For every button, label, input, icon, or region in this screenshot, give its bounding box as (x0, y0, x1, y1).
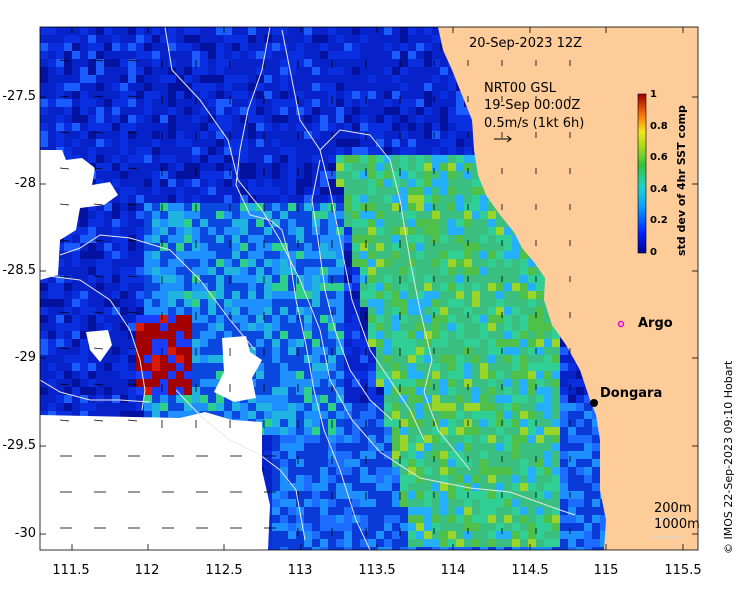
credit-text: © IMOS 22-Sep-2023 09:10 Hobart (722, 360, 735, 554)
x-tick-label: 112 (134, 563, 160, 578)
no-data-areas (40, 150, 270, 550)
place-label-argo: Argo (638, 316, 673, 331)
colorbar-tick: 0.6 (650, 152, 668, 163)
y-tick-label: -28 (14, 176, 36, 191)
dongara-marker (590, 399, 598, 407)
place-label-dongara: Dongara (600, 386, 663, 401)
x-tick-label: 114.5 (511, 563, 549, 578)
x-tick-label: 113 (287, 563, 313, 578)
y-tick-label: -27.5 (2, 89, 36, 104)
argo-marker (617, 320, 625, 328)
colorbar-tick: 0 (650, 247, 657, 258)
x-tick-label: 112.5 (205, 563, 243, 578)
colorbar (637, 93, 647, 254)
x-tick-label: 114 (440, 563, 466, 578)
colorbar-label: std dev of 4hr SST comp (675, 105, 688, 256)
colorbar-tick: 1 (650, 89, 657, 100)
axis-ticks (40, 27, 698, 550)
current-vectors (59, 59, 571, 536)
legend-1000m-label: 1000m (654, 517, 700, 532)
colorbar-tick: 0.4 (650, 184, 668, 195)
x-tick-label: 111.5 (52, 563, 90, 578)
depth-contours (40, 27, 576, 550)
y-tick-label: -28.5 (2, 263, 36, 278)
y-tick-label: -29.5 (2, 438, 36, 453)
vector-scale-arrow (494, 135, 512, 143)
colorbar-tick: 0.2 (650, 215, 668, 226)
vector-scale-label: 0.5m/s (1kt 6h) (484, 116, 585, 131)
y-tick-label: -29 (14, 350, 36, 365)
land-australia (438, 27, 698, 550)
legend-200m-label: 200m (654, 501, 692, 516)
plot-frame (39, 26, 699, 551)
colorbar-tick: 0.8 (650, 121, 668, 132)
y-tick-label: -30 (14, 526, 36, 541)
x-tick-label: 113.5 (358, 563, 396, 578)
x-tick-label: 115 (593, 563, 619, 578)
map-timestamp: 20-Sep-2023 12Z (469, 36, 583, 51)
current-source: NRT00 GSL (484, 81, 556, 96)
x-tick-label: 115.5 (664, 563, 702, 578)
current-time: 19-Sep 00:00Z (484, 98, 581, 113)
